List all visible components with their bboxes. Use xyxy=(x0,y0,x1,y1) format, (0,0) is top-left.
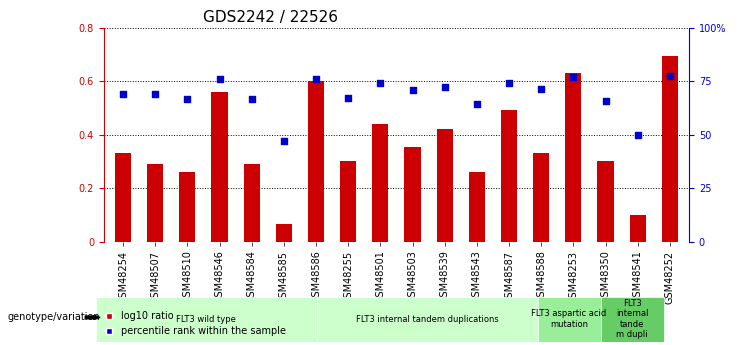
Point xyxy=(664,73,676,78)
FancyBboxPatch shape xyxy=(96,297,316,342)
Bar xyxy=(372,124,388,242)
Point xyxy=(149,91,161,97)
Point xyxy=(503,80,515,86)
Bar xyxy=(276,224,292,241)
Point xyxy=(535,86,547,91)
Bar xyxy=(244,164,260,242)
Bar xyxy=(630,215,645,242)
Text: FLT3 wild type: FLT3 wild type xyxy=(176,315,236,324)
Text: FLT3 internal tandem duplications: FLT3 internal tandem duplications xyxy=(356,315,499,324)
Bar xyxy=(436,129,453,242)
Point xyxy=(182,97,193,102)
Bar xyxy=(147,164,163,242)
Bar xyxy=(565,73,582,242)
Point xyxy=(599,99,611,104)
Text: FLT3
internal
tande
m dupli: FLT3 internal tande m dupli xyxy=(616,299,648,339)
Point xyxy=(342,96,354,101)
Point xyxy=(471,101,483,106)
Bar xyxy=(340,161,356,242)
FancyBboxPatch shape xyxy=(537,297,601,342)
Point xyxy=(246,97,258,102)
Point xyxy=(632,132,644,137)
Bar xyxy=(405,147,421,242)
Text: GDS2242 / 22526: GDS2242 / 22526 xyxy=(203,10,338,25)
Point xyxy=(407,87,419,92)
Point xyxy=(117,91,129,97)
Bar xyxy=(211,92,227,242)
FancyBboxPatch shape xyxy=(316,297,537,342)
Text: genotype/variation: genotype/variation xyxy=(7,313,100,322)
Bar xyxy=(662,56,678,242)
Bar xyxy=(501,110,517,242)
Bar xyxy=(469,172,485,242)
Bar xyxy=(533,153,549,242)
Bar xyxy=(308,81,324,241)
Bar xyxy=(179,172,196,242)
Legend: log10 ratio, percentile rank within the sample: log10 ratio, percentile rank within the … xyxy=(102,307,290,340)
Point xyxy=(278,138,290,144)
Text: FLT3 aspartic acid
mutation: FLT3 aspartic acid mutation xyxy=(531,309,607,329)
Point xyxy=(439,85,451,90)
Point xyxy=(374,80,386,86)
Point xyxy=(213,76,225,82)
Point xyxy=(568,74,579,80)
Point xyxy=(310,76,322,82)
Bar xyxy=(115,153,131,242)
FancyBboxPatch shape xyxy=(601,297,664,342)
Bar xyxy=(597,161,614,242)
